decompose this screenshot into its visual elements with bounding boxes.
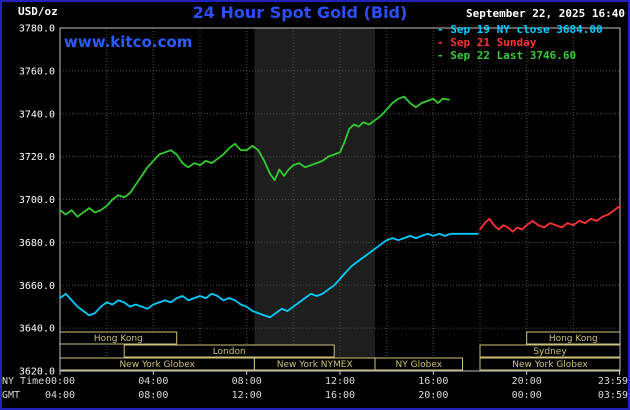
x-axis-label-ny: 04:00 — [138, 376, 168, 387]
y-axis-label: 3620.0 — [19, 367, 55, 378]
session-label: NY Globex — [396, 360, 443, 370]
session-box — [123, 344, 335, 358]
y-axis-label: 3700.0 — [19, 195, 55, 206]
y-axis-label: 3640.0 — [19, 324, 55, 335]
legend-item: - Sep 19 NY close 3684.00 — [437, 23, 603, 36]
y-axis-label: 3720.0 — [19, 152, 55, 163]
series-line-sep22 — [59, 95, 450, 218]
x-axis-label-gmt: 03:59 — [598, 390, 628, 401]
series-line-sep21 — [479, 204, 621, 233]
session-label: London — [213, 347, 246, 357]
session-label: New York Globex — [119, 360, 195, 370]
session-label: Hong Kong — [549, 334, 598, 344]
y-axis-label: 3760.0 — [19, 66, 55, 77]
x-axis-label-gmt: 16:00 — [325, 390, 355, 401]
x-axis-label-ny: 20:00 — [512, 376, 542, 387]
y-axis-label: 3780.0 — [19, 24, 55, 35]
x-axis-label-gmt: 12:00 — [232, 390, 262, 401]
x-axis-label-ny: 12:00 — [325, 376, 355, 387]
legend-item: - Sep 21 Sunday — [437, 36, 537, 49]
x-axis-label-gmt: 04:00 — [45, 390, 75, 401]
nymex-session-band — [254, 28, 375, 371]
x-axis-label-ny: 08:00 — [232, 376, 262, 387]
session-label: Hong Kong — [94, 334, 143, 344]
x-axis-label-ny: 16:00 — [418, 376, 448, 387]
x-axis-label-ny: 00:00 — [45, 376, 75, 387]
kitco-watermark[interactable]: www.kitco.com — [64, 33, 193, 51]
y-axis-label: 3680.0 — [19, 238, 55, 249]
x-axis-label-ny: 23:59 — [598, 376, 628, 387]
legend-item: - Sep 22 Last 3746.60 — [437, 49, 577, 62]
x-axis-row-title-ny: NY Time — [2, 376, 44, 387]
unit-label: USD/oz — [18, 5, 58, 18]
session-label: New York NYMEX — [277, 360, 353, 370]
datetime-label: September 22, 2025 16:40 — [466, 7, 625, 20]
session-label: New York Globex — [512, 360, 588, 370]
x-axis-label-gmt: 20:00 — [418, 390, 448, 401]
session-label: Sydney — [533, 347, 567, 357]
y-axis-label: 3660.0 — [19, 281, 55, 292]
x-axis-label-gmt: 00:00 — [512, 390, 542, 401]
x-axis-label-gmt: 08:00 — [138, 390, 168, 401]
page-title: 24 Hour Spot Gold (Bid) — [192, 3, 408, 22]
legend: - Sep 19 NY close 3684.00- Sep 21 Sunday… — [437, 23, 603, 62]
series-line-sep19 — [59, 232, 479, 319]
x-axis-row-title-gmt: GMT — [2, 390, 20, 401]
session-box — [374, 357, 463, 371]
y-axis-label: 3740.0 — [19, 109, 55, 120]
